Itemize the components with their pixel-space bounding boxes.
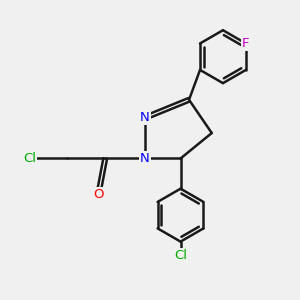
Text: F: F: [242, 37, 250, 50]
Text: N: N: [140, 111, 150, 124]
Text: N: N: [140, 152, 150, 165]
Text: Cl: Cl: [23, 152, 36, 165]
Text: Cl: Cl: [174, 249, 187, 262]
Text: O: O: [93, 188, 104, 201]
